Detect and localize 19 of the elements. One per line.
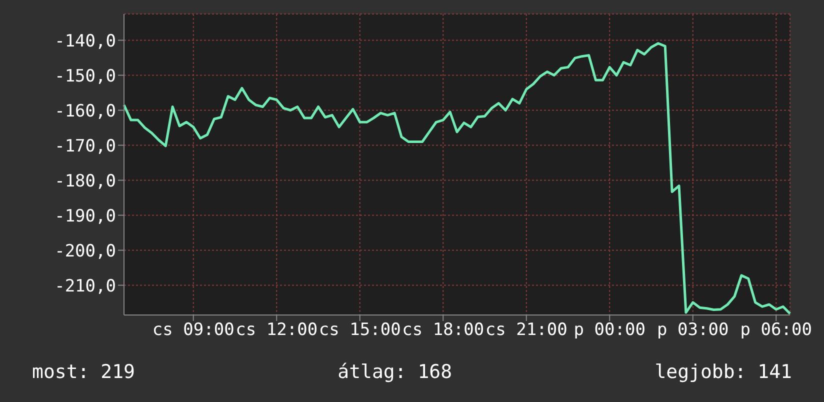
- x-tick-label: cs 21:00: [485, 320, 568, 340]
- x-tick-label: p 00:00: [574, 320, 646, 340]
- y-tick-label: -180,0: [54, 171, 116, 192]
- y-tick-label: -140,0: [54, 31, 116, 52]
- x-tick-label: cs 12:00: [236, 320, 318, 340]
- x-tick-label: p 03:00: [657, 320, 729, 340]
- x-tick-label: cs 09:00: [152, 320, 234, 340]
- y-tick-label: -160,0: [54, 101, 116, 122]
- y-tick-label: -150,0: [54, 66, 116, 86]
- text: legjobb: 141: [654, 361, 792, 383]
- text: most: 219: [32, 361, 135, 383]
- text: átlag: 168: [338, 361, 452, 383]
- x-tick-label: cs 15:00: [318, 320, 401, 340]
- y-tick-label: -200,0: [54, 241, 116, 262]
- x-tick-label: p 06:00: [740, 320, 812, 340]
- y-tick-label: -190,0: [54, 206, 116, 226]
- x-tick-label: cs 18:00: [402, 320, 484, 340]
- y-tick-label: -170,0: [54, 136, 116, 156]
- y-tick-label: -210,0: [54, 276, 116, 296]
